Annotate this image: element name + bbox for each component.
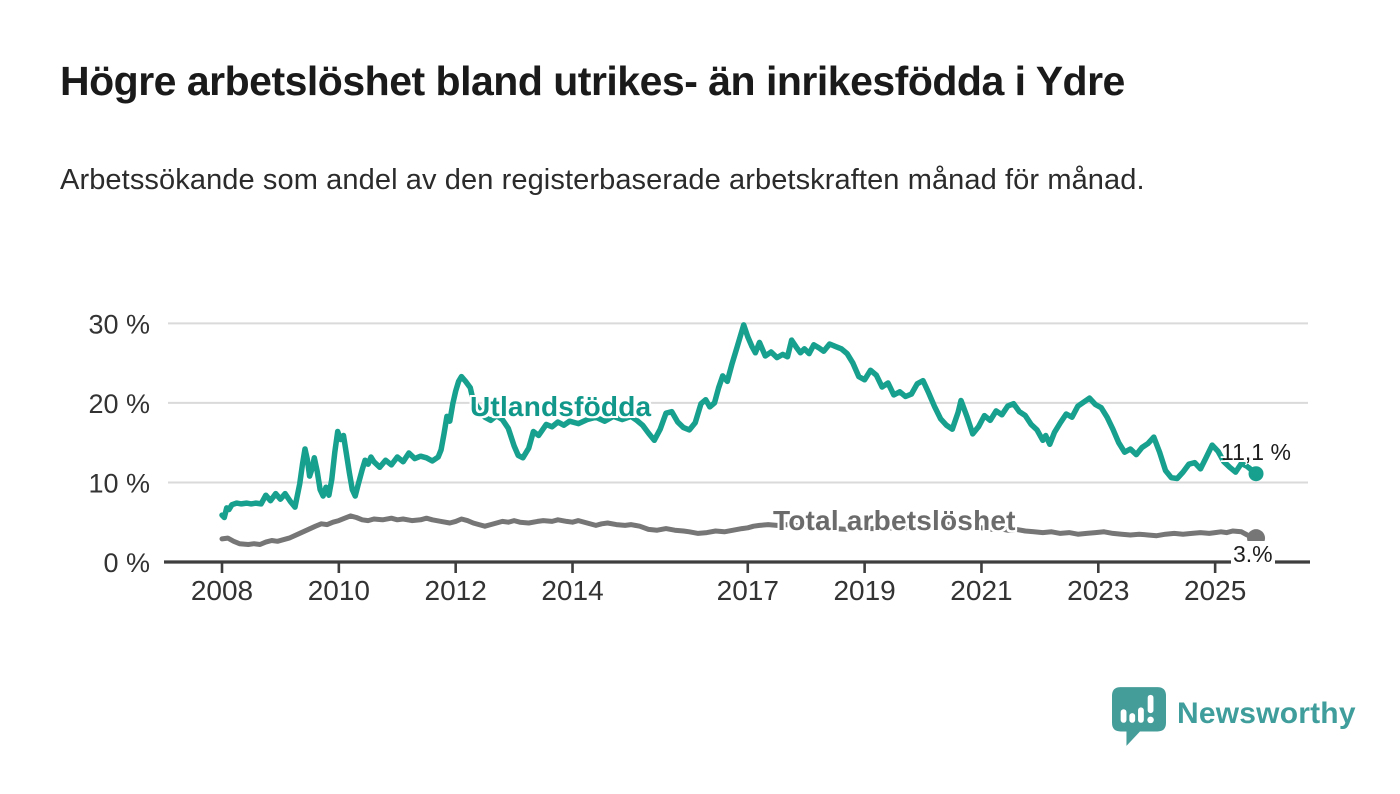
- x-axis-label: 2008: [191, 575, 253, 606]
- x-axis-label: 2010: [308, 575, 370, 606]
- series-label-total-arbetsloshet: Total arbetslöshet: [773, 505, 1016, 536]
- end-value-label-utlandsfodda: 11,1 %: [1221, 439, 1291, 465]
- series-line-utlandsfodda: [219, 322, 1259, 521]
- end-point-marker: [1248, 466, 1264, 482]
- y-axis-label: 20 %: [88, 389, 150, 419]
- brand-name: Newsworthy: [1177, 697, 1356, 730]
- newsworthy-brand: Newsworthy: [1112, 686, 1356, 748]
- chart-subtitle: Arbetssökande som andel av den registerb…: [60, 164, 1145, 196]
- y-axis-label: 10 %: [88, 468, 150, 498]
- newsworthy-logo-icon: [1112, 687, 1166, 746]
- x-axis-label: 2017: [717, 575, 779, 606]
- x-axis-label: 2021: [950, 575, 1012, 606]
- x-axis-label: 2019: [833, 575, 895, 606]
- chart-title: Högre arbetslöshet bland utrikes- än inr…: [60, 58, 1125, 104]
- series-line-total-arbetsloshet: [219, 513, 1259, 547]
- x-axis-label: 2014: [541, 575, 603, 606]
- series-label-utlandsfodda: Utlandsfödda: [470, 391, 652, 422]
- y-axis-label: 0 %: [103, 548, 150, 578]
- y-axis-label: 30 %: [88, 309, 150, 339]
- end-value-label-total: 3.%: [1231, 541, 1275, 568]
- x-axis-label: 2012: [425, 575, 487, 606]
- x-axis-label: 2023: [1067, 575, 1129, 606]
- x-axis-label: 2025: [1184, 575, 1246, 606]
